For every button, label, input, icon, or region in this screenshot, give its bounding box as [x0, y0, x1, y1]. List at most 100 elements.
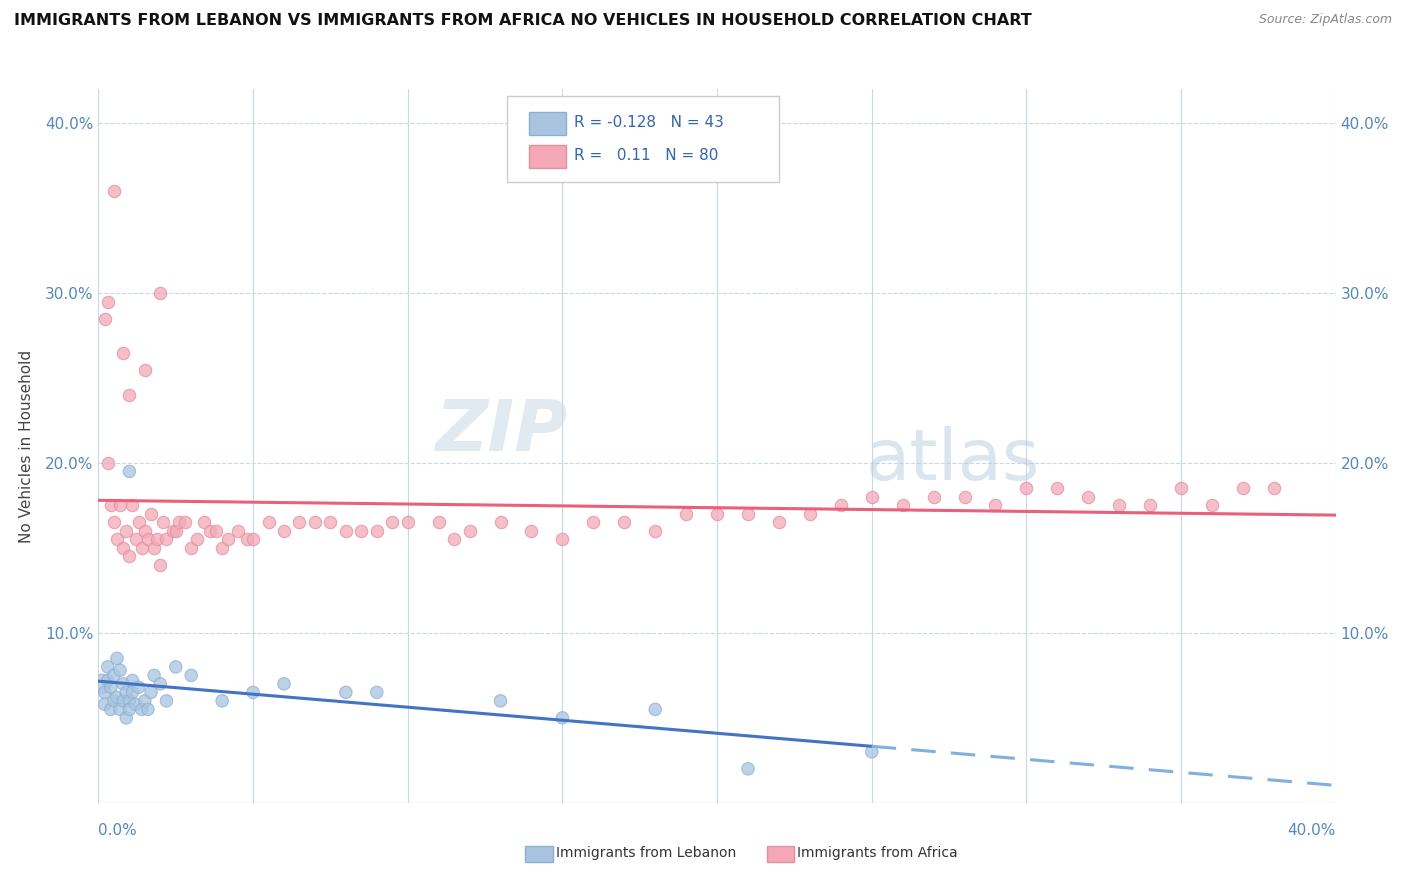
Point: [103, 668, 125, 682]
Point: [118, 694, 141, 708]
Point: [427, 516, 450, 530]
Point: [128, 516, 150, 530]
Point: [112, 345, 135, 359]
Point: [103, 694, 125, 708]
Point: [489, 516, 512, 530]
Text: R = -0.128   N = 43: R = -0.128 N = 43: [574, 115, 724, 130]
Text: 40.0%: 40.0%: [1288, 822, 1336, 838]
Point: [118, 465, 141, 479]
Text: Source: ZipAtlas.com: Source: ZipAtlas.com: [1258, 13, 1392, 27]
Point: [1015, 482, 1038, 496]
Point: [134, 362, 156, 376]
Point: [860, 745, 883, 759]
Point: [143, 541, 166, 555]
Point: [112, 541, 135, 555]
Point: [830, 499, 852, 513]
Point: [131, 702, 153, 716]
Point: [217, 533, 239, 547]
Point: [211, 694, 233, 708]
Point: [139, 507, 162, 521]
Point: [180, 668, 202, 682]
Point: [613, 516, 636, 530]
Point: [443, 533, 465, 547]
Point: [124, 533, 146, 547]
Point: [100, 680, 122, 694]
Point: [105, 690, 128, 705]
Point: [768, 516, 790, 530]
Point: [108, 499, 131, 513]
Point: [105, 533, 128, 547]
Point: [121, 673, 143, 688]
Point: [551, 533, 574, 547]
Point: [489, 694, 512, 708]
FancyBboxPatch shape: [526, 847, 553, 862]
Point: [97, 294, 120, 309]
FancyBboxPatch shape: [766, 847, 794, 862]
Point: [1170, 482, 1192, 496]
FancyBboxPatch shape: [506, 96, 779, 182]
Point: [319, 516, 342, 530]
Point: [799, 507, 821, 521]
Point: [152, 516, 174, 530]
Point: [335, 685, 357, 699]
Point: [136, 702, 159, 716]
Point: [211, 541, 233, 555]
Point: [1077, 490, 1099, 504]
Point: [226, 524, 249, 538]
Point: [139, 685, 162, 699]
Text: Immigrants from Africa: Immigrants from Africa: [797, 846, 957, 860]
Point: [100, 499, 122, 513]
Point: [984, 499, 1007, 513]
Point: [162, 524, 184, 538]
Point: [149, 677, 172, 691]
Point: [644, 524, 666, 538]
Point: [108, 702, 131, 716]
Point: [103, 184, 125, 198]
Point: [236, 533, 259, 547]
Point: [922, 490, 945, 504]
Point: [335, 524, 357, 538]
Point: [97, 660, 120, 674]
Point: [675, 507, 697, 521]
Point: [1046, 482, 1069, 496]
Point: [1263, 482, 1285, 496]
Point: [180, 541, 202, 555]
Point: [149, 558, 172, 572]
Point: [100, 702, 122, 716]
Point: [860, 490, 883, 504]
Point: [257, 516, 280, 530]
Point: [165, 524, 187, 538]
Point: [118, 388, 141, 402]
Point: [288, 516, 311, 530]
Point: [1108, 499, 1130, 513]
Point: [93, 311, 115, 326]
Point: [136, 533, 159, 547]
Point: [737, 507, 759, 521]
Point: [128, 680, 150, 694]
Point: [520, 524, 543, 538]
Point: [273, 677, 295, 691]
Point: [124, 698, 146, 712]
Point: [891, 499, 914, 513]
Text: R =   0.11   N = 80: R = 0.11 N = 80: [574, 148, 718, 163]
Text: IMMIGRANTS FROM LEBANON VS IMMIGRANTS FROM AFRICA NO VEHICLES IN HOUSEHOLD CORRE: IMMIGRANTS FROM LEBANON VS IMMIGRANTS FR…: [14, 13, 1032, 29]
Point: [97, 673, 120, 688]
Point: [304, 516, 326, 530]
Point: [1232, 482, 1254, 496]
FancyBboxPatch shape: [529, 145, 567, 168]
FancyBboxPatch shape: [529, 112, 567, 135]
Point: [105, 651, 128, 665]
Point: [121, 685, 143, 699]
Point: [90, 677, 112, 691]
Point: [97, 456, 120, 470]
Point: [186, 533, 208, 547]
Point: [118, 549, 141, 564]
Text: Immigrants from Lebanon: Immigrants from Lebanon: [557, 846, 737, 860]
Point: [953, 490, 976, 504]
Point: [131, 541, 153, 555]
Point: [167, 516, 190, 530]
Point: [112, 694, 135, 708]
Point: [458, 524, 481, 538]
Point: [103, 516, 125, 530]
Point: [1139, 499, 1161, 513]
